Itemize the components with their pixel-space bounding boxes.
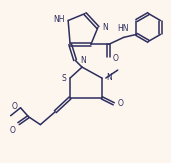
Text: S: S: [61, 74, 66, 82]
Text: O: O: [118, 99, 124, 108]
Text: O: O: [113, 54, 119, 63]
Text: N: N: [106, 73, 112, 82]
Text: O: O: [10, 126, 16, 135]
Text: O: O: [12, 102, 18, 111]
Text: NH: NH: [54, 15, 65, 24]
Text: N: N: [102, 23, 108, 32]
Text: HN: HN: [117, 24, 128, 33]
Text: N: N: [80, 56, 86, 65]
